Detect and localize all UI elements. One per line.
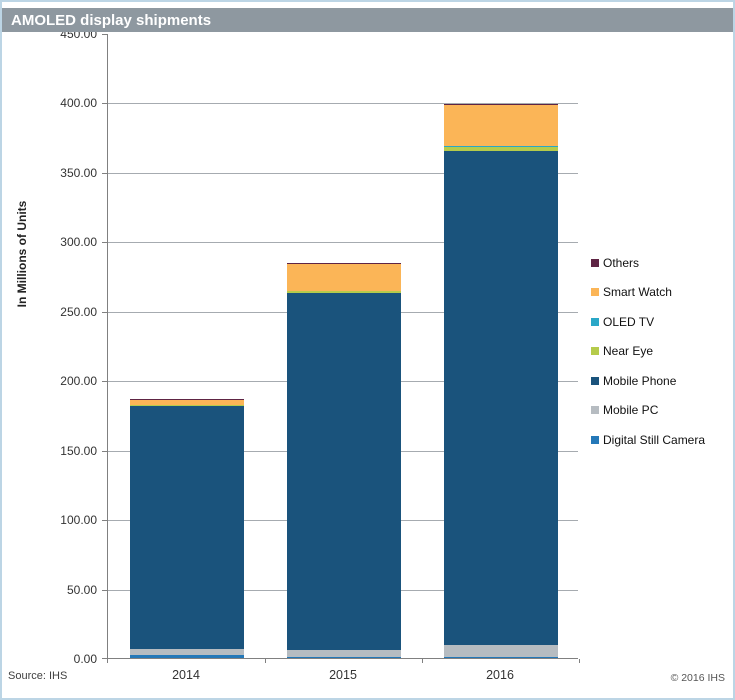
- legend-swatch: [591, 258, 599, 267]
- y-tick-label: 200.00: [60, 374, 97, 388]
- legend-item: Smart Watch: [591, 278, 733, 308]
- legend-item: Others: [591, 248, 733, 278]
- y-tick-mark: [102, 520, 108, 521]
- y-tick-label: 350.00: [60, 166, 97, 180]
- bar-segment-smart-watch: [287, 264, 401, 291]
- legend-label: Near Eye: [603, 344, 654, 359]
- legend-item: OLED TV: [591, 307, 733, 337]
- legend-swatch: [591, 376, 599, 385]
- plot-area: [102, 34, 580, 663]
- y-axis-title: In Millions of Units: [15, 200, 29, 308]
- gridline: [108, 173, 578, 174]
- legend-swatch: [591, 317, 599, 326]
- y-tick-mark: [102, 312, 108, 313]
- legend-label: Mobile PC: [603, 403, 659, 418]
- y-tick-mark: [102, 590, 108, 591]
- legend-label: Mobile Phone: [603, 373, 677, 388]
- y-tick-label: 150.00: [60, 444, 97, 458]
- y-tick-label: 300.00: [60, 235, 97, 249]
- bar-segment-digital-still-camera: [287, 657, 401, 658]
- legend-item: Near Eye: [591, 337, 733, 367]
- y-tick-mark: [102, 658, 108, 659]
- legend-swatch: [591, 406, 599, 415]
- chart-title: AMOLED display shipments: [11, 11, 212, 29]
- title-bar: AMOLED display shipments: [2, 8, 733, 32]
- legend-label: Digital Still Camera: [603, 432, 706, 447]
- gridline: [108, 103, 578, 104]
- bar-segment-others: [287, 263, 401, 264]
- bar-segment-mobile-pc: [287, 650, 401, 657]
- legend-label: Smart Watch: [603, 285, 672, 300]
- y-tick-mark: [102, 451, 108, 452]
- legend-item: Digital Still Camera: [591, 425, 733, 455]
- y-tick-label: 50.00: [66, 583, 97, 597]
- x-axis-labels: 2014 2015 2016: [107, 668, 578, 686]
- legend-label: Others: [603, 255, 640, 270]
- legend-swatch: [591, 288, 599, 297]
- bar-segment-mobile-pc: [444, 645, 558, 657]
- bar-segment-others: [444, 104, 558, 105]
- y-axis-tick-labels: 0.00 50.00 100.00 150.00 200.00 250.00 300.00 3…: [2, 27, 97, 666]
- bar-segment-digital-still-camera: [130, 655, 244, 658]
- legend-item: Mobile Phone: [591, 366, 733, 396]
- legend: Others Smart Watch OLED TV Near Eye Mobile P…: [591, 248, 733, 455]
- y-tick-label: 250.00: [60, 305, 97, 319]
- x-tick-label: 2014: [172, 668, 200, 682]
- y-tick-mark: [102, 173, 108, 174]
- legend-swatch: [591, 435, 599, 444]
- x-tick-mark: [422, 659, 423, 663]
- bar-segment-near-eye: [287, 291, 401, 293]
- bar-segment-near-eye: [444, 147, 558, 151]
- bar-segment-mobile-phone: [287, 293, 401, 650]
- x-tick-mark: [579, 659, 580, 663]
- x-tick-label: 2015: [329, 668, 357, 682]
- gridline: [108, 242, 578, 243]
- bar-segment-smart-watch: [130, 400, 244, 405]
- x-tick-mark: [265, 659, 266, 663]
- source-label: Source: IHS: [8, 670, 68, 682]
- bar-segment-oled-tv: [444, 146, 558, 147]
- y-tick-mark: [102, 34, 108, 35]
- y-tick-label: 400.00: [60, 96, 97, 110]
- y-tick-label: 0.00: [73, 652, 97, 666]
- legend-swatch: [591, 347, 599, 356]
- y-tick-mark: [102, 381, 108, 382]
- bar-segment-smart-watch: [444, 105, 558, 146]
- bar-segment-others: [130, 399, 244, 400]
- x-tick-label: 2016: [486, 668, 514, 682]
- x-tick-mark: [107, 659, 108, 663]
- y-tick-mark: [102, 103, 108, 104]
- copyright-label: © 2016 IHS: [670, 672, 725, 684]
- legend-label: OLED TV: [603, 314, 655, 329]
- y-tick-mark: [102, 242, 108, 243]
- bar-segment-mobile-phone: [444, 151, 558, 645]
- y-tick-label: 100.00: [60, 513, 97, 527]
- bar-segment-mobile-pc: [130, 649, 244, 655]
- bar-segment-near-eye: [130, 405, 244, 406]
- legend-item: Mobile PC: [591, 396, 733, 426]
- bar-segment-mobile-phone: [130, 406, 244, 649]
- bar-segment-digital-still-camera: [444, 657, 558, 658]
